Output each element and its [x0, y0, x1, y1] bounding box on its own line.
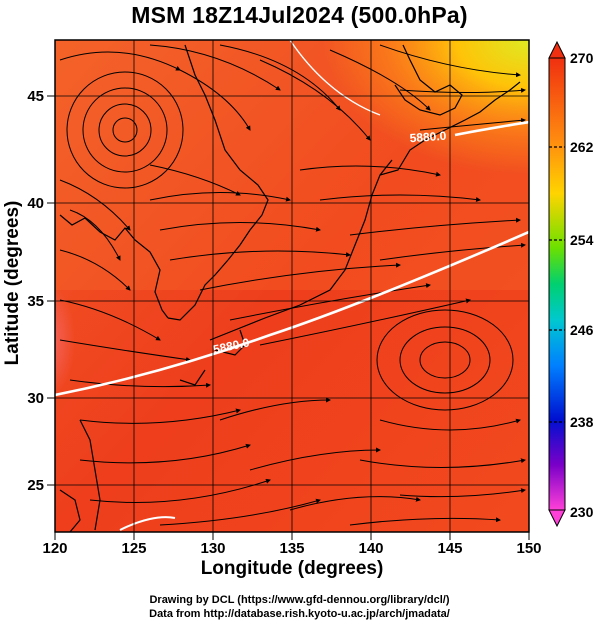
colorbar-tick-label: 238 [570, 414, 594, 430]
colorbar-lower-triangle [548, 509, 566, 528]
x-tick-labels: 120 125 130 135 140 145 150 [42, 540, 541, 557]
x-tick-label: 140 [358, 540, 383, 557]
streamlines [59, 44, 526, 526]
warm-yellow-region [300, 40, 529, 190]
credit-drawing: Drawing by DCL (https://www.gfd-dennou.o… [149, 594, 450, 606]
y-ticks [47, 95, 55, 486]
credit-data: Data from http://database.rish.kyoto-u.a… [149, 608, 450, 620]
geopotential-contours [55, 40, 529, 531]
pink-region [55, 280, 105, 400]
y-tick-label: 45 [27, 88, 44, 105]
x-tick-label: 145 [437, 540, 462, 557]
y-tick-label: 35 [27, 293, 44, 310]
x-tick-label: 125 [121, 540, 146, 557]
x-axis-label: Longitude (degrees) [200, 558, 384, 579]
y-tick-labels: 25 30 35 40 45 [27, 88, 44, 494]
y-axis-label: Latitude (degrees) [2, 200, 23, 366]
colorbar-upper-triangle [548, 40, 566, 59]
x-tick-label: 130 [200, 540, 225, 557]
x-tick-label: 135 [279, 540, 304, 557]
colorbar-tick-label: 254 [570, 232, 594, 248]
contour-label-north: 5880.0 [409, 129, 447, 146]
colorbar-tick-labels: 270 262 254 246 238 230 [570, 50, 594, 520]
coastlines [59, 44, 521, 532]
colorbar-tick-label: 246 [570, 322, 594, 338]
chart-title: MSM 18Z14Jul2024 (500.0hPa) [131, 2, 468, 28]
colorbar-tick-label: 262 [570, 139, 594, 155]
colorbar-scale [548, 57, 566, 511]
contour-5880-north [454, 120, 529, 137]
plot-area: 5880.0 5880.0 [55, 40, 529, 532]
x-tick-label: 120 [42, 540, 67, 557]
x-tick-label: 150 [516, 540, 541, 557]
colorbar-tick-label: 230 [570, 504, 594, 520]
contour-5880-south [55, 230, 529, 397]
gridlines [55, 40, 529, 532]
colorbar-tick-label: 270 [570, 50, 594, 66]
y-tick-label: 40 [27, 195, 44, 212]
y-tick-label: 30 [27, 390, 44, 407]
x-ticks [54, 532, 530, 540]
y-tick-label: 25 [27, 477, 44, 494]
colorbar: 270 262 254 246 238 230 [548, 40, 594, 528]
